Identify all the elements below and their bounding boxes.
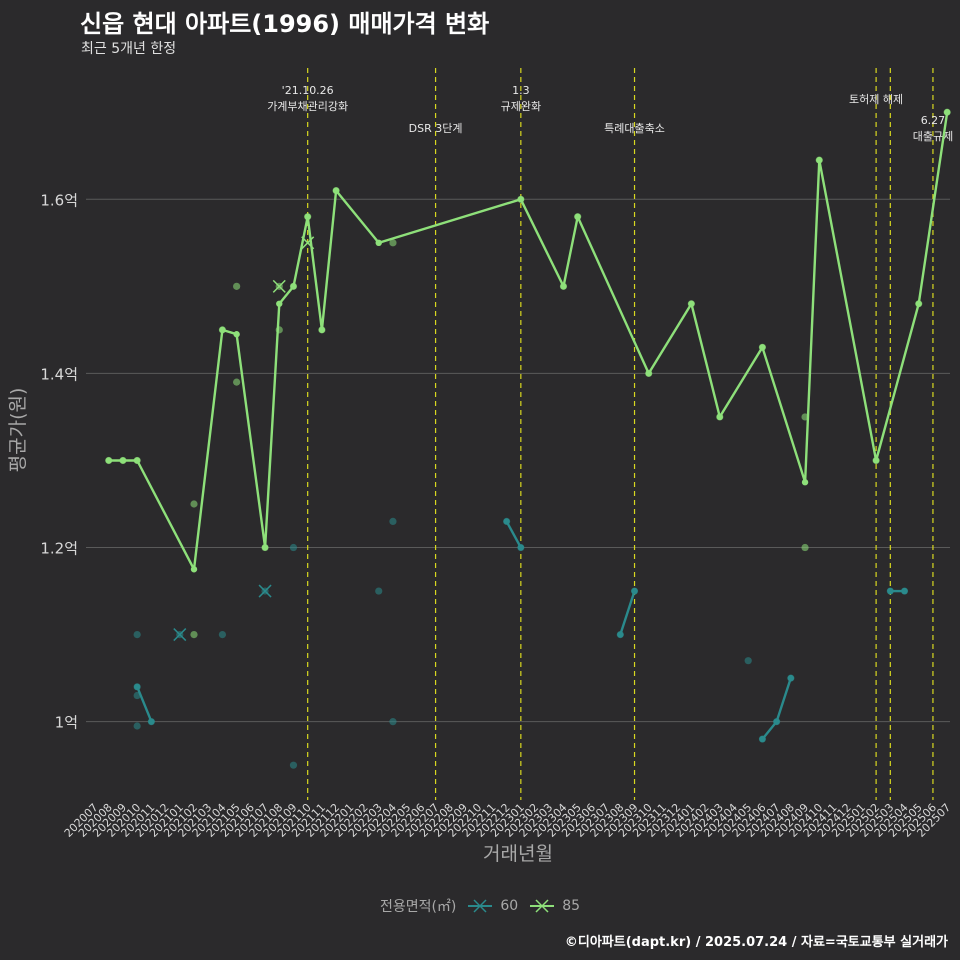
line-point-60 — [901, 587, 908, 595]
chart-subtitle: 최근 5개년 한정 — [81, 41, 177, 57]
event-label: 특례대출축소 — [604, 122, 665, 135]
data-point-60 — [289, 543, 298, 552]
data-point-60 — [389, 517, 397, 526]
series-line-60 — [761, 677, 792, 740]
line-point-85 — [190, 566, 198, 573]
event-label: 토허제 해제 — [849, 92, 903, 106]
line-point-60 — [148, 718, 155, 725]
cancelled-marker-60 — [258, 584, 272, 598]
cancelled-marker-85 — [301, 236, 315, 250]
line-point-85 — [560, 283, 567, 290]
line-point-60 — [617, 631, 624, 638]
event-label: 규제완화 — [501, 100, 541, 113]
line-point-60 — [759, 735, 766, 743]
event-label: 6.27 — [921, 114, 946, 127]
legend-label-60: 60 — [500, 898, 519, 914]
data-point-85 — [801, 543, 809, 552]
legend-item-85: 85 — [528, 898, 580, 914]
legend-key-60-icon — [468, 899, 493, 913]
data-point-85 — [233, 282, 241, 290]
legend-item-60: 60 — [466, 898, 518, 914]
cancelled-marker-85 — [272, 279, 286, 293]
event-label: 대출규제 — [913, 130, 953, 143]
line-point-85 — [219, 326, 226, 334]
event-label: 1.3 — [512, 84, 530, 97]
series-line-85 — [108, 112, 949, 571]
series-line-60 — [136, 686, 153, 723]
event-label: 가계부채관리강화 — [267, 100, 348, 113]
legend: 전용면적(㎡) 60 85 — [0, 896, 960, 916]
line-point-85 — [233, 331, 240, 338]
line-point-85 — [759, 344, 766, 351]
data-point-85 — [190, 500, 198, 508]
line-point-85 — [290, 283, 297, 290]
y-tick-label: 1.6억 — [40, 191, 78, 209]
source-caption: ©디아파트(dapt.kr) / 2025.07.24 / 자료=국토교통부 실… — [564, 935, 948, 950]
line-point-85 — [105, 457, 112, 464]
line-point-85 — [574, 213, 581, 220]
line-point-60 — [133, 683, 141, 691]
series-line-60 — [505, 520, 522, 549]
line-point-85 — [915, 300, 922, 307]
y-tick-label: 1.2억 — [40, 540, 78, 558]
line-point-60 — [773, 718, 780, 725]
line-point-85 — [816, 156, 823, 164]
legend-title: 전용면적(㎡) — [379, 899, 457, 915]
line-point-85 — [688, 300, 695, 307]
line-point-60 — [787, 674, 795, 682]
line-point-85 — [304, 213, 311, 220]
line-point-85 — [645, 370, 652, 377]
line-point-60 — [503, 518, 510, 525]
line-point-60 — [887, 587, 894, 595]
legend-label-85: 85 — [562, 898, 581, 914]
data-point-85 — [389, 239, 397, 247]
data-point-60 — [389, 718, 397, 726]
event-label: '21.10.26 — [282, 84, 334, 97]
line-point-85 — [517, 196, 525, 203]
line-point-85 — [375, 239, 382, 247]
legend-key-85-icon — [530, 899, 555, 913]
line-point-85 — [716, 413, 723, 421]
line-point-85 — [943, 109, 951, 116]
data-point-60 — [744, 657, 752, 665]
line-point-85 — [318, 326, 326, 334]
chart-title: 신읍 현대 아파트(1996) 매매가격 변화 — [80, 10, 490, 38]
line-point-85 — [261, 544, 269, 551]
x-axis-title: 거래년월 — [483, 843, 553, 865]
series-line-60 — [619, 590, 636, 635]
data-point-60 — [133, 630, 141, 639]
data-point-60 — [218, 630, 227, 639]
event-label: DSR 3단계 — [409, 122, 463, 135]
data-point-60 — [133, 722, 141, 730]
data-point-60 — [375, 587, 383, 595]
y-tick-label: 1.4억 — [40, 365, 78, 383]
y-axis-title: 평균가(원) — [7, 388, 29, 473]
data-point-85 — [233, 378, 241, 386]
y-tick-label: 1억 — [55, 714, 78, 732]
line-point-85 — [872, 457, 880, 464]
data-point-85 — [190, 630, 198, 639]
line-point-85 — [133, 457, 141, 464]
line-point-85 — [119, 457, 127, 464]
data-point-60 — [289, 761, 298, 769]
line-point-85 — [332, 187, 340, 194]
line-point-60 — [631, 587, 638, 595]
line-point-85 — [801, 479, 809, 486]
line-point-60 — [517, 544, 525, 551]
cancelled-marker-60 — [173, 628, 187, 642]
line-point-85 — [276, 300, 283, 307]
